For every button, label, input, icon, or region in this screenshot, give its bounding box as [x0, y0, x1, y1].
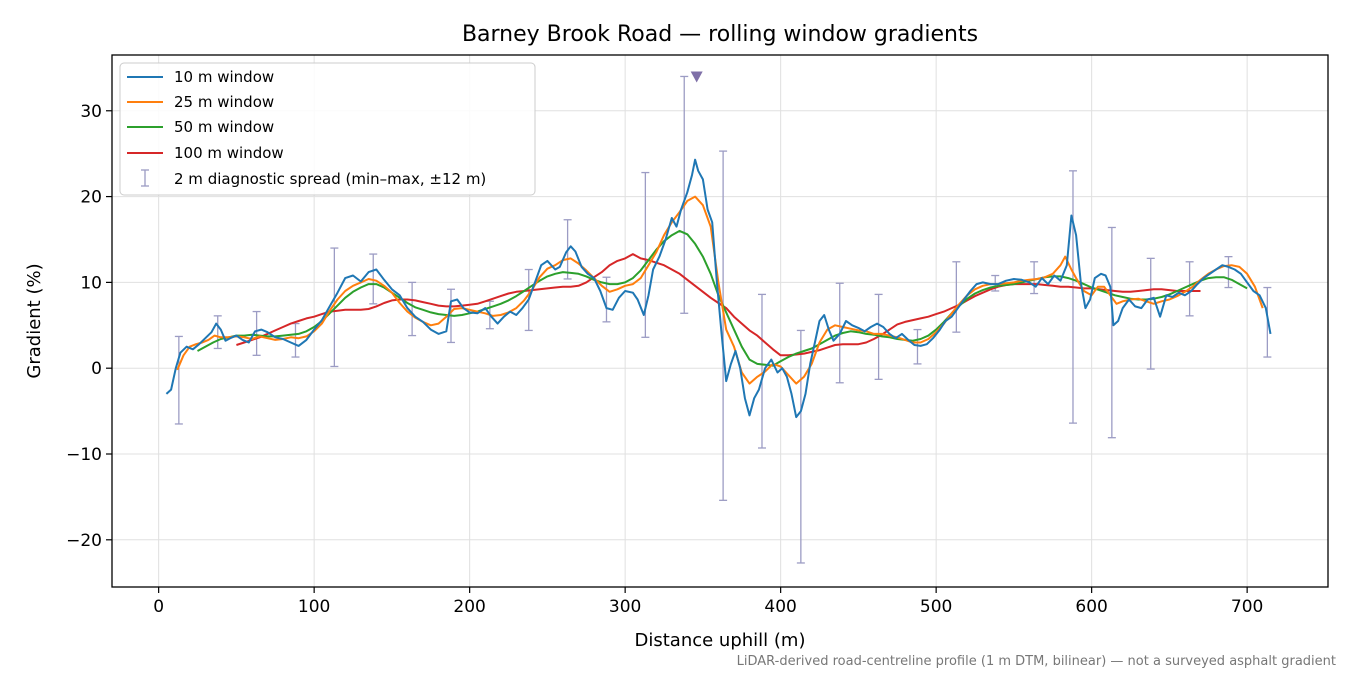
- legend-label-spread: 2 m diagnostic spread (min–max, ±12 m): [174, 170, 486, 188]
- x-tick-label: 300: [609, 597, 641, 617]
- x-tick-label: 600: [1075, 597, 1107, 617]
- legend-label-25m: 25 m window: [174, 93, 274, 111]
- y-axis-label: Gradient (%): [24, 263, 45, 378]
- spread-bar: [1107, 226, 1116, 439]
- spread-bar: [1263, 286, 1272, 358]
- spread-bar: [330, 247, 339, 368]
- series-line-10-m-window: [165, 158, 1272, 419]
- spread-bar: [1224, 255, 1233, 289]
- spread-bar: [680, 75, 689, 314]
- legend-label-10m: 10 m window: [174, 68, 274, 86]
- x-tick-label: 0: [153, 597, 164, 617]
- spread-bar: [369, 253, 378, 305]
- spread-bar: [252, 310, 261, 356]
- spread-bar: [952, 261, 961, 333]
- spread-bar: [796, 329, 805, 564]
- spread-bar: [719, 150, 728, 501]
- plot-frame: [111, 54, 1329, 588]
- series-line-25-m-window: [176, 195, 1264, 385]
- spread-max-marker: [690, 71, 703, 83]
- legend: 10 m window 25 m window 50 m window 100 …: [119, 62, 536, 196]
- spread-bar: [1030, 261, 1039, 295]
- y-tick-label: 10: [80, 273, 102, 293]
- legend-label-100m: 100 m window: [174, 144, 284, 162]
- x-tick-label: 700: [1231, 597, 1263, 617]
- spread-bars: [174, 75, 1272, 564]
- spread-bar: [1068, 170, 1077, 424]
- spread-bar: [213, 315, 222, 350]
- spread-bar: [1146, 257, 1155, 370]
- y-tick-label: −10: [66, 445, 102, 465]
- x-tick-label: 400: [764, 597, 796, 617]
- peak-markers: [690, 71, 703, 83]
- chart-caption: LiDAR-derived road-centreline profile (1…: [737, 654, 1336, 669]
- legend-box: [119, 62, 536, 196]
- x-axis-label: Distance uphill (m): [635, 630, 806, 651]
- legend-swatch-spread: [141, 169, 149, 187]
- series-lines: [165, 158, 1272, 419]
- x-tick-label: 100: [298, 597, 330, 617]
- spread-bar: [602, 276, 611, 323]
- legend-label-50m: 50 m window: [174, 118, 274, 136]
- x-tick-label: 500: [920, 597, 952, 617]
- x-tick-label: 200: [453, 597, 485, 617]
- spread-bar: [408, 281, 417, 337]
- spread-bar: [174, 335, 183, 425]
- chart-title: Barney Brook Road — rolling window gradi…: [462, 22, 978, 47]
- spread-bar: [913, 328, 922, 365]
- spread-bar: [757, 293, 766, 449]
- axis-ticks: 0 100 200 300 400 500 600 700 −20 −10 0 10 20 30: [66, 102, 1263, 617]
- y-tick-label: 0: [91, 359, 102, 379]
- y-tick-label: −20: [66, 531, 102, 551]
- y-tick-label: 30: [80, 102, 102, 122]
- y-tick-label: 20: [80, 188, 102, 208]
